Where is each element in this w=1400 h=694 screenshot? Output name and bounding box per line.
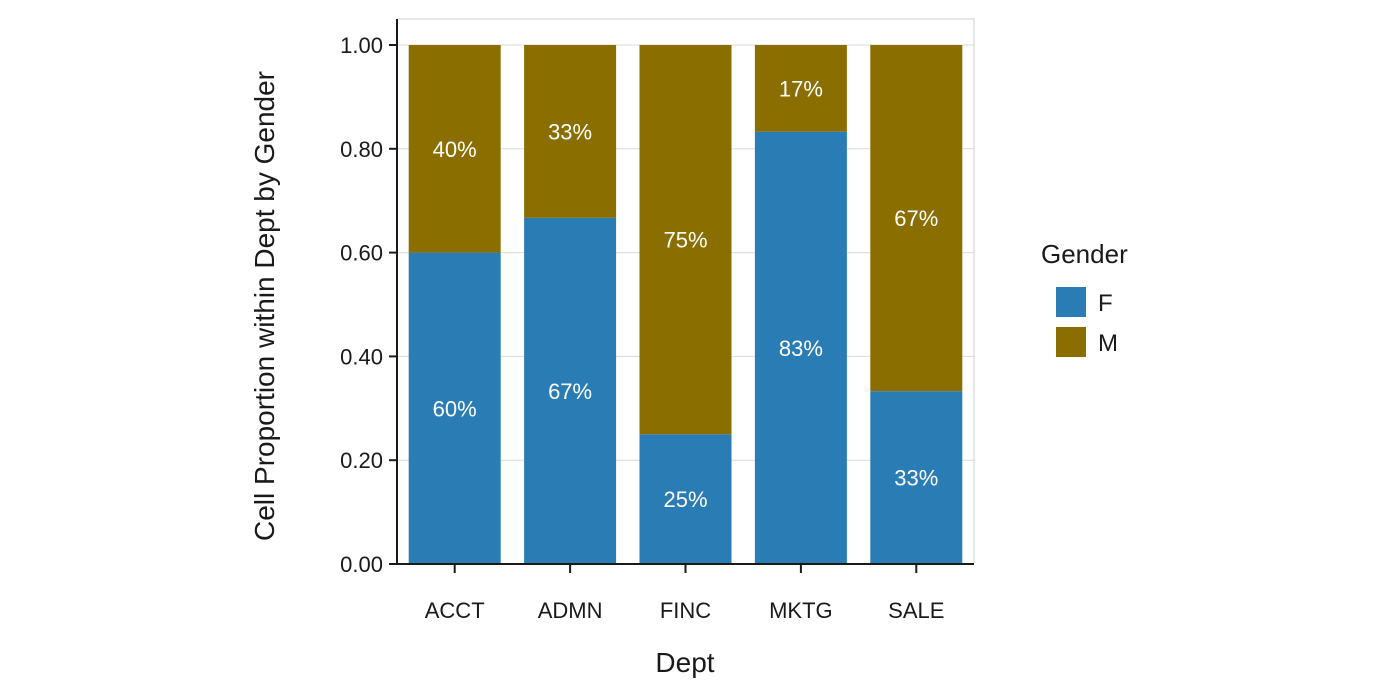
bar-labels: 60% 40% 67% 33% 25% 75% 83% 17% 33% 67% bbox=[433, 76, 939, 512]
y-axis-title: Cell Proportion within Dept by Gender bbox=[249, 71, 280, 541]
bar-label-finc-m: 75% bbox=[663, 228, 707, 253]
legend-label-f: F bbox=[1098, 290, 1113, 317]
y-tick-label-4: 0.80 bbox=[340, 137, 383, 162]
bar-mktg-m bbox=[754, 45, 847, 132]
y-tick-label-5: 1.00 bbox=[340, 33, 383, 58]
bar-sale-f bbox=[870, 391, 963, 564]
bar-label-admn-f: 67% bbox=[548, 379, 592, 404]
bar-acct-m bbox=[408, 45, 501, 253]
bars bbox=[408, 45, 963, 564]
bar-label-acct-m: 40% bbox=[433, 137, 477, 162]
y-tick-label-0: 0.00 bbox=[340, 552, 383, 577]
x-tick-label-finc: FINC bbox=[660, 598, 711, 623]
y-tick-label-3: 0.60 bbox=[340, 241, 383, 266]
y-tick-label-2: 0.40 bbox=[340, 344, 383, 369]
x-axis-title: Dept bbox=[655, 647, 714, 678]
bar-label-admn-m: 33% bbox=[548, 119, 592, 144]
legend-swatch-m bbox=[1056, 327, 1086, 357]
x-tick-label-admn: ADMN bbox=[538, 598, 603, 623]
bar-finc-m bbox=[639, 45, 732, 435]
legend-label-m: M bbox=[1098, 330, 1118, 357]
bar-label-acct-f: 60% bbox=[433, 396, 477, 421]
legend-swatch-f bbox=[1056, 287, 1086, 317]
legend-title: Gender bbox=[1041, 239, 1128, 269]
bar-sale-m bbox=[870, 45, 963, 392]
x-tick-label-mktg: MKTG bbox=[769, 598, 833, 623]
bar-label-mktg-m: 17% bbox=[779, 76, 823, 101]
legend: Gender FM bbox=[1041, 239, 1128, 357]
bar-label-finc-f: 25% bbox=[663, 487, 707, 512]
bar-label-mktg-f: 83% bbox=[779, 336, 823, 361]
bar-mktg-f bbox=[754, 131, 847, 564]
bar-admn-f bbox=[524, 217, 617, 564]
bar-admn-m bbox=[524, 45, 617, 218]
bar-label-sale-m: 67% bbox=[894, 206, 938, 231]
x-tick-label-acct: ACCT bbox=[425, 598, 485, 623]
bar-label-sale-f: 33% bbox=[894, 466, 938, 491]
y-axis-ticks: 0.00 0.20 0.40 0.60 0.80 1.00 bbox=[340, 33, 397, 577]
x-tick-label-sale: SALE bbox=[888, 598, 944, 623]
bar-acct-f bbox=[408, 252, 501, 564]
x-axis-ticks: ACCT ADMN FINC MKTG SALE bbox=[425, 564, 944, 623]
bar-finc-f bbox=[639, 434, 732, 564]
y-tick-label-1: 0.20 bbox=[340, 448, 383, 473]
